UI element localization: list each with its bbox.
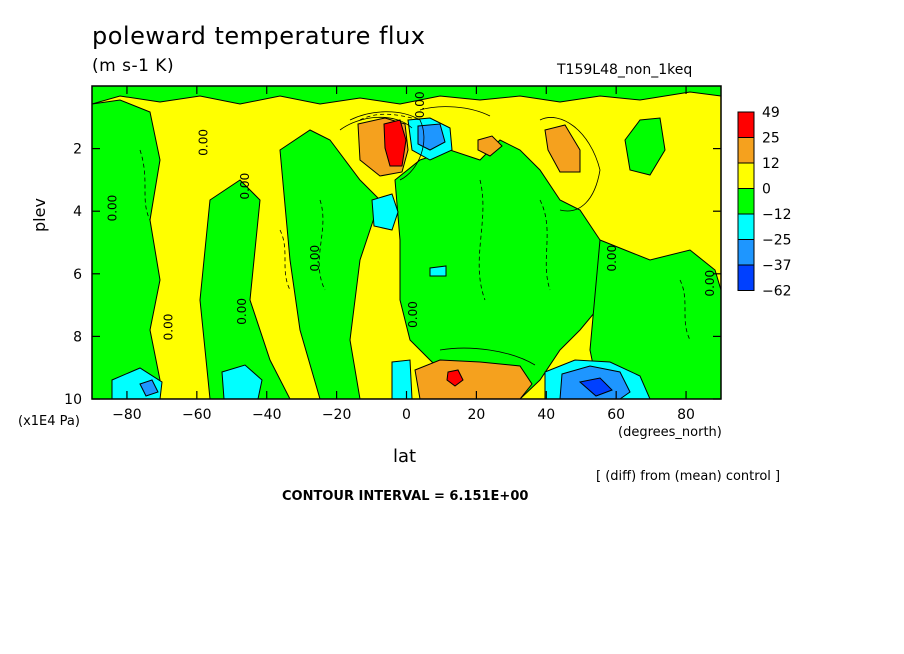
x-tick-label: 20	[467, 407, 485, 423]
colorbar-label: −25	[762, 233, 792, 249]
colorbar-swatch	[737, 162, 755, 189]
region-green-left	[92, 99, 161, 399]
x-tick-label: 40	[537, 407, 555, 423]
chart-units: (m s-1 K)	[92, 56, 175, 76]
y-tick-label: 8	[73, 329, 82, 345]
region-red-upper	[383, 119, 407, 167]
region-blue-c	[139, 379, 159, 397]
region-cyan-b	[371, 193, 399, 231]
region-green-top	[92, 86, 721, 105]
y-axis-label: plev	[30, 198, 49, 232]
contour-label: 0.00	[105, 195, 119, 222]
region-green-right-top	[624, 117, 666, 176]
colorbar-swatch	[737, 111, 755, 138]
x-tick-label: −40	[252, 407, 282, 423]
colorbar-swatch	[737, 188, 755, 215]
x-tick-label: 60	[607, 407, 625, 423]
colorbar-swatch	[737, 213, 755, 240]
contour-label: 0.00	[308, 245, 322, 272]
colorbar: 49 25 12 0 −12 −25 −37 −62	[737, 105, 792, 300]
colorbar-label: −37	[762, 258, 792, 274]
x-tick-label: 80	[677, 407, 695, 423]
colorbar-swatch	[737, 264, 755, 291]
colorbar-swatch	[737, 137, 755, 164]
y-axis: 2 4 6 8 10	[64, 142, 721, 408]
negative-contours	[139, 113, 691, 341]
x-tick-label: 0	[402, 407, 411, 423]
contour-labels: 0.00 0.00 0.00 0.00 0.00 0.00 0.00 0.00 0.00 0.00	[105, 91, 717, 340]
x-tick-label: −60	[182, 407, 212, 423]
y-axis-unit: (x1E4 Pa)	[18, 414, 80, 429]
colorbar-label: −12	[762, 207, 792, 223]
region-cyan-e	[221, 364, 263, 399]
region-red-lower	[446, 369, 464, 387]
colorbar-label: 25	[762, 131, 780, 147]
y-tick-label: 4	[73, 204, 82, 220]
plot-area	[92, 86, 721, 399]
colorbar-label: 49	[762, 105, 780, 121]
contour-label: 0.00	[605, 245, 619, 272]
region-darkblue	[578, 377, 613, 397]
contour-label: 0.00	[413, 91, 427, 118]
x-tick-label: −20	[322, 407, 352, 423]
contour-label: 0.00	[235, 298, 249, 325]
contour-label: 0.00	[196, 129, 210, 156]
contour-label: 0.00	[703, 270, 717, 297]
x-axis-unit: (degrees_north)	[618, 425, 722, 440]
y-tick-label: 6	[73, 267, 82, 283]
colorbar-label: −62	[762, 284, 792, 300]
region-cyan-c	[429, 265, 447, 277]
contour-label: 0.00	[406, 301, 420, 328]
colorbar-label: 12	[762, 156, 780, 172]
region-cyan-f	[391, 359, 413, 399]
colorbar-label: 0	[762, 182, 771, 198]
run-name: T159L48_non_1keq	[557, 62, 693, 78]
positive-contours	[339, 106, 601, 366]
chart-title: poleward temperature flux	[92, 22, 426, 50]
region-orange-small	[477, 135, 503, 157]
diff-note: [ (diff) from (mean) control ]	[596, 469, 781, 484]
contour-label: 0.00	[161, 314, 175, 341]
x-axis-label: lat	[393, 446, 417, 467]
y-tick-label: 10	[64, 392, 82, 408]
region-orange-lower	[414, 359, 533, 399]
region-green-a	[199, 179, 291, 399]
colorbar-swatch	[737, 239, 755, 266]
x-axis: −80 −60 −40 −20 0 20 40 60 80	[112, 86, 695, 423]
x-tick-label: −80	[112, 407, 142, 423]
region-orange-ne	[544, 124, 581, 173]
y-tick-label: 2	[73, 142, 82, 158]
contour-label: 0.00	[238, 173, 252, 200]
region-green-b	[279, 129, 381, 399]
contour-interval: CONTOUR INTERVAL = 6.151E+00	[282, 489, 529, 504]
region-blue-a	[417, 123, 446, 151]
